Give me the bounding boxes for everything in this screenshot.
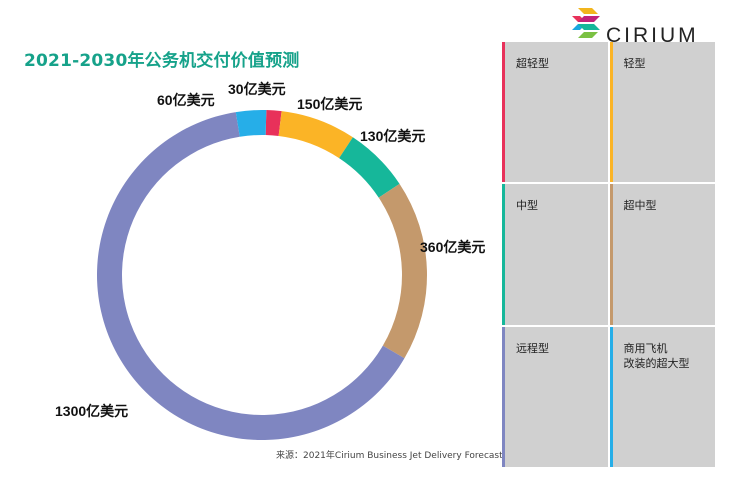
data-label-2: 130亿美元 — [360, 128, 426, 144]
source-note: 来源：2021年Cirium Business Jet Delivery For… — [276, 451, 503, 461]
cirium-logo-text: CIRIUM — [606, 24, 699, 47]
legend-label: 超中型 — [623, 199, 657, 213]
legend-label: 商用飞机 改装的超大型 — [623, 341, 690, 370]
legend-label: 轻型 — [623, 57, 646, 70]
donut-slice-0 — [265, 110, 282, 136]
chart-title: 2021-2030年公务机交付价值预测 — [24, 51, 300, 71]
legend-label: 远程型 — [516, 341, 549, 355]
donut-slice-3 — [378, 183, 427, 359]
legend-item-5: 商用飞机 改装的超大型 — [609, 326, 715, 467]
data-label-5: 60亿美元 — [157, 92, 215, 108]
data-label-0: 30亿美元 — [228, 81, 286, 97]
legend-item-0: 超轻型 — [502, 42, 608, 183]
legend-item-1: 轻型 — [609, 42, 715, 183]
legend-item-4: 远程型 — [502, 326, 608, 467]
legend-item-3: 超中型 — [609, 184, 715, 325]
legend-label: 超轻型 — [516, 57, 549, 70]
data-label-1: 150亿美元 — [297, 96, 363, 112]
donut-slice-5 — [235, 110, 267, 137]
data-label-4: 1300亿美元 — [55, 403, 129, 419]
legend-item-2: 中型 — [502, 184, 608, 325]
data-label-3: 360亿美元 — [420, 239, 486, 255]
donut-slice-1 — [278, 111, 353, 159]
donut-chart — [96, 110, 427, 441]
cirium-logo-mark-icon — [572, 8, 600, 38]
legend-label: 中型 — [516, 199, 538, 213]
legend: 超轻型 轻型中型 超中型远程型 商用飞机 改装的超大型 — [502, 42, 715, 467]
cirium-logo: CIRIUM — [572, 4, 712, 47]
donut-slice-2 — [339, 137, 400, 198]
